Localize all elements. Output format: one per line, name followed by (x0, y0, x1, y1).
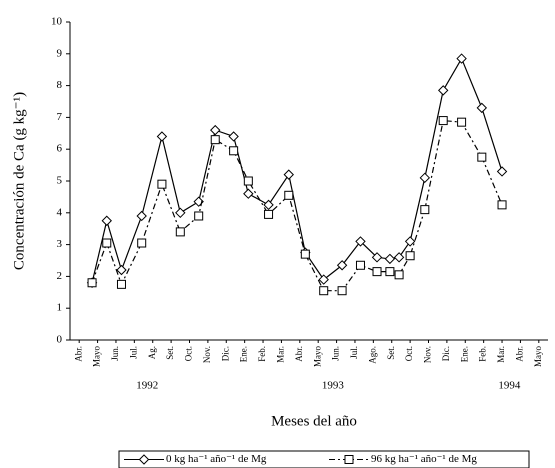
year-label: 1992 (136, 380, 158, 392)
marker (156, 131, 168, 142)
marker (355, 260, 365, 270)
marker (404, 236, 416, 247)
marker (477, 152, 487, 162)
marker (336, 260, 348, 271)
marker (456, 53, 467, 64)
legend-box (118, 450, 530, 468)
marker (394, 270, 404, 280)
marker (420, 205, 430, 215)
marker (300, 249, 310, 259)
y-tick-label: 7 (57, 111, 63, 123)
x-tick-label: Mayo (533, 346, 543, 367)
y-tick-label: 8 (57, 79, 63, 91)
x-tick-label: Feb. (257, 346, 267, 362)
marker (283, 169, 294, 180)
marker (319, 286, 329, 296)
marker (385, 267, 395, 277)
x-tick-label: Jul. (128, 346, 138, 359)
marker (419, 172, 431, 184)
legend-marker (344, 455, 354, 464)
x-tick-label: Jul. (349, 346, 359, 359)
y-tick-label: 0 (57, 334, 63, 346)
marker (157, 179, 167, 189)
series-line (91, 119, 503, 292)
marker (194, 211, 204, 221)
marker (210, 124, 221, 136)
marker (87, 278, 97, 288)
marker (136, 210, 147, 222)
x-tick-label: Mar. (496, 346, 506, 363)
marker (457, 117, 467, 127)
y-tick-label: 10 (51, 16, 63, 28)
marker (175, 207, 186, 219)
x-tick-label: Oct. (404, 346, 414, 361)
legend-label: 0 kg ha⁻¹ año⁻¹ de Mg (166, 453, 267, 465)
x-tick-label: Mayo (92, 346, 102, 367)
y-tick-label: 6 (57, 143, 63, 155)
x-tick-label: Abr. (73, 346, 83, 362)
x-tick-label: Feb. (478, 346, 488, 362)
x-tick-label: Set. (165, 346, 175, 360)
x-axis-label: Meses del año (271, 413, 357, 429)
marker (243, 176, 253, 186)
marker (116, 264, 127, 276)
legend-marker (138, 454, 150, 465)
x-tick-label: Ene. (239, 346, 249, 362)
marker (210, 135, 220, 145)
marker (229, 146, 239, 156)
year-label: 1994 (498, 380, 521, 392)
marker (318, 274, 329, 285)
marker (264, 209, 274, 219)
legend-label: 96 kg ha⁻¹ año⁻¹ de Mg (371, 453, 477, 465)
marker (393, 252, 405, 263)
x-tick-label: Set. (386, 346, 396, 360)
y-tick-label: 3 (57, 238, 63, 250)
x-tick-label: Dic. (220, 346, 230, 361)
x-tick-label: Abr. (294, 346, 304, 362)
x-tick-label: Ag. (147, 346, 157, 359)
marker (284, 190, 294, 200)
marker (497, 200, 507, 210)
y-axis-label: Concentración de Ca (g kg⁻¹) (11, 92, 27, 270)
marker (355, 236, 366, 247)
x-tick-label: Nov. (423, 346, 433, 363)
y-tick-label: 2 (57, 270, 63, 282)
marker (438, 116, 448, 126)
marker (405, 251, 415, 261)
y-tick-label: 1 (57, 302, 63, 314)
x-tick-label: Dic. (441, 346, 451, 361)
marker (228, 131, 239, 142)
marker (175, 227, 185, 237)
x-tick-label: Ago. (367, 346, 377, 364)
marker (101, 215, 112, 226)
marker (263, 199, 274, 211)
year-label: 1993 (322, 380, 345, 392)
marker (438, 85, 449, 96)
marker (116, 279, 126, 289)
x-tick-label: Mayo (312, 346, 322, 367)
x-tick-label: Nov. (202, 346, 212, 363)
x-tick-label: Jun. (110, 346, 120, 361)
y-tick-label: 4 (57, 206, 63, 218)
x-tick-label: Oct. (184, 346, 194, 361)
x-tick-label: Abr. (514, 346, 524, 362)
marker (137, 238, 147, 248)
marker (384, 253, 396, 265)
y-tick-label: 5 (57, 175, 63, 187)
x-tick-label: Ene. (459, 346, 469, 362)
marker (243, 188, 254, 199)
marker (496, 166, 508, 177)
marker (372, 267, 382, 277)
marker (476, 102, 488, 114)
x-tick-label: Jun. (331, 346, 341, 361)
marker (102, 238, 112, 248)
marker (371, 252, 383, 263)
x-tick-label: Mar. (275, 346, 285, 363)
marker (337, 286, 347, 296)
y-tick-label: 9 (57, 47, 63, 59)
